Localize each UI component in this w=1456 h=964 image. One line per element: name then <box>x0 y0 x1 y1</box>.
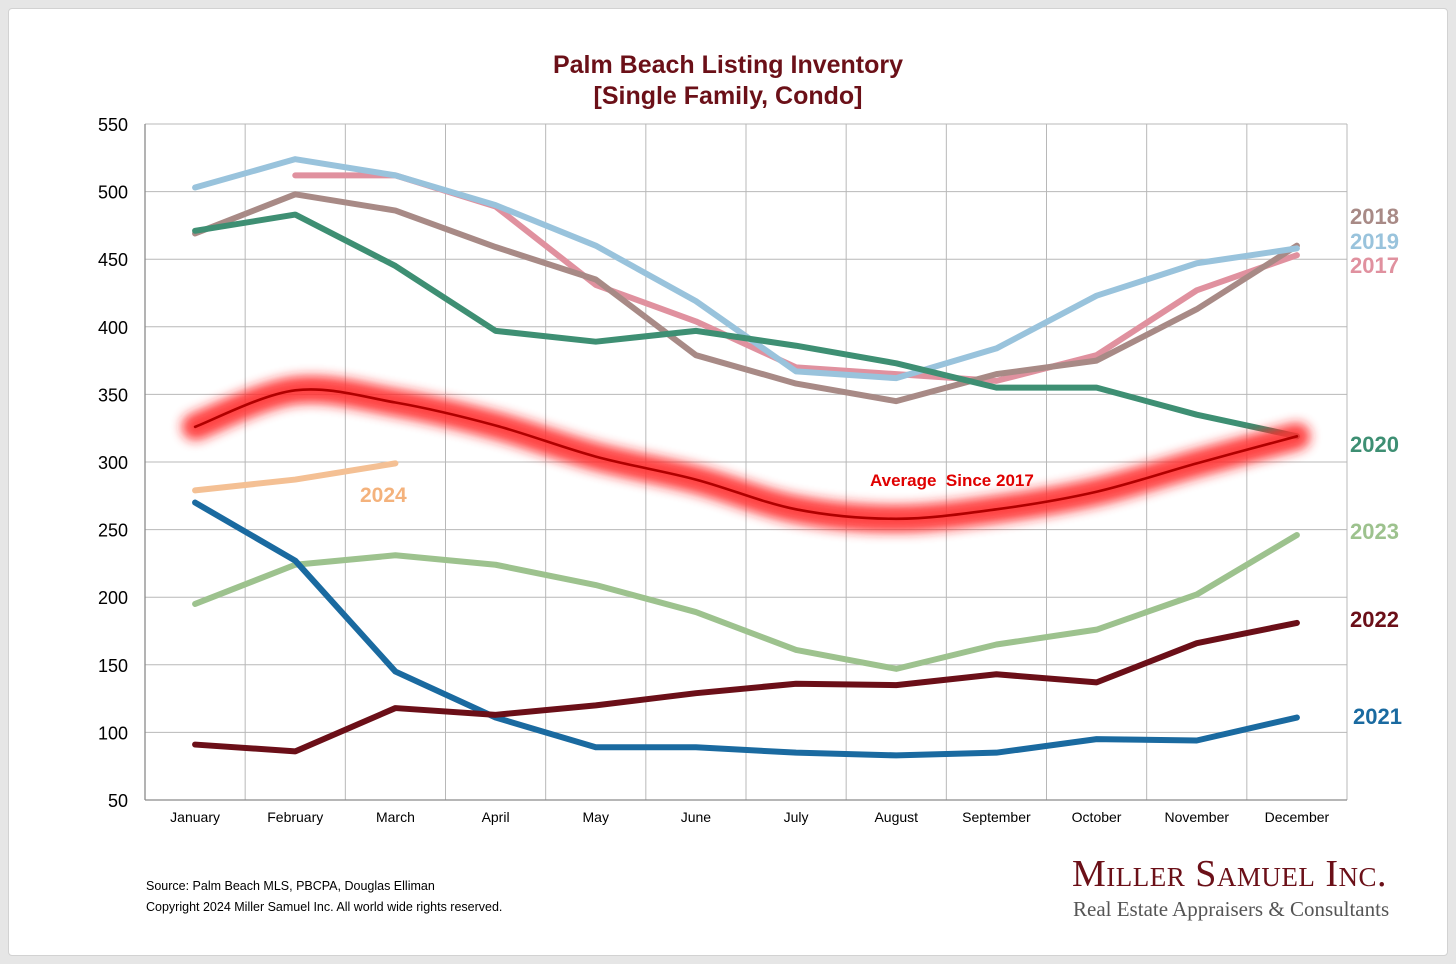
y-tick-label: 400 <box>98 318 128 338</box>
x-tick-label: June <box>681 809 712 825</box>
y-tick-label: 550 <box>98 115 128 135</box>
series-line-2020 <box>192 211 1300 440</box>
series-line-2018 <box>192 191 1300 405</box>
source-note: Source: Palm Beach MLS, PBCPA, Douglas E… <box>146 879 435 893</box>
copyright-note: Copyright 2024 Miller Samuel Inc. All wo… <box>146 900 503 914</box>
x-tick-label: December <box>1265 809 1330 825</box>
company-logo-tagline: Real Estate Appraisers & Consultants <box>1073 897 1390 921</box>
x-tick-label: October <box>1072 809 1122 825</box>
series-label-average-since-2017: Average Since 2017 <box>870 471 1034 490</box>
x-tick-label: September <box>962 809 1031 825</box>
series-line-2023 <box>192 532 1300 672</box>
series-label-2020: 2020 <box>1350 432 1399 457</box>
series-line-average-since-2017 <box>193 388 1299 521</box>
series-line-2021 <box>192 499 1300 759</box>
x-tick-label: November <box>1164 809 1229 825</box>
series-label-2019: 2019 <box>1350 229 1399 254</box>
chart-subtitle: [Single Family, Condo] <box>593 82 863 110</box>
x-tick-label: March <box>376 809 415 825</box>
x-tick-label: July <box>784 809 809 825</box>
y-tick-label: 250 <box>98 521 128 541</box>
x-tick-label: April <box>482 809 510 825</box>
y-tick-label: 500 <box>98 183 128 203</box>
y-tick-label: 450 <box>98 250 128 270</box>
y-tick-label: 150 <box>98 656 128 676</box>
series-label-2024: 2024 <box>360 484 407 507</box>
series-label-2022: 2022 <box>1350 607 1399 632</box>
y-tick-label: 50 <box>108 791 128 811</box>
series-line-2024 <box>192 460 399 494</box>
y-tick-label: 300 <box>98 453 128 473</box>
x-tick-label: May <box>583 809 609 825</box>
company-logo-name: Miller Samuel Inc. <box>1072 853 1388 895</box>
series-label-2021: 2021 <box>1353 704 1402 729</box>
x-tick-label: August <box>874 809 918 825</box>
x-tick-label: February <box>267 809 323 825</box>
y-tick-label: 350 <box>98 385 128 405</box>
y-tick-label: 200 <box>98 588 128 608</box>
y-tick-label: 100 <box>98 723 128 743</box>
chart-title: Palm Beach Listing Inventory <box>552 51 904 79</box>
series-label-2023: 2023 <box>1350 519 1399 544</box>
series-line-2022 <box>192 619 1300 755</box>
series-label-2018: 2018 <box>1350 204 1399 229</box>
x-tick-label: January <box>170 809 220 825</box>
series-label-2017: 2017 <box>1350 253 1399 278</box>
